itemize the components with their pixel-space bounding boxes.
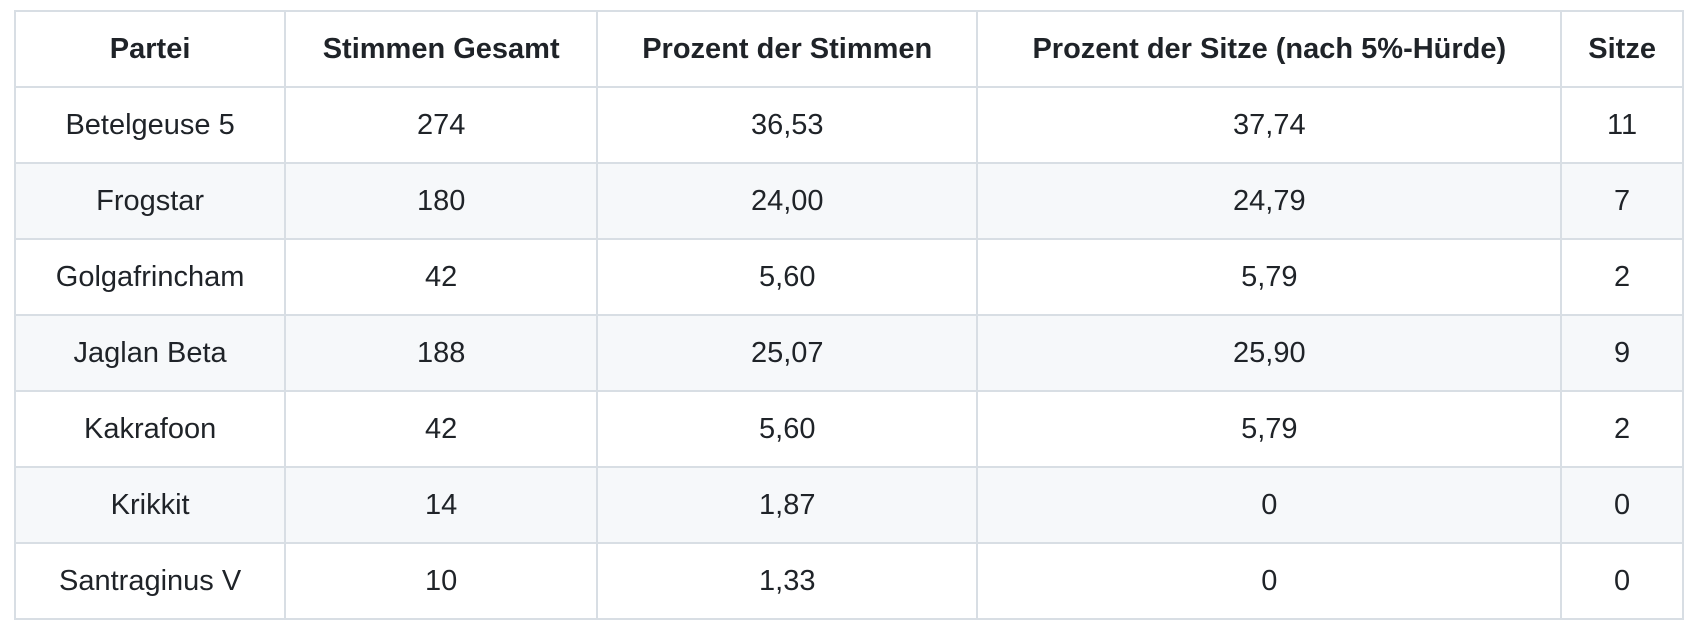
table-row-kakrafoon: Kakrafoon 42 5,60 5,79 2: [13, 390, 1684, 468]
cell-prozent-der-sitze: 25,90: [976, 314, 1563, 392]
cell-prozent-der-sitze: 0: [976, 466, 1563, 544]
cell-sitze: 2: [1560, 390, 1684, 468]
cell-stimmen-gesamt: 274: [284, 86, 599, 164]
cell-prozent-der-stimmen: 1,33: [596, 542, 979, 620]
table-row-betelgeuse-5: Betelgeuse 5 274 36,53 37,74 11: [13, 86, 1684, 164]
cell-partei: Santraginus V: [13, 542, 287, 620]
cell-stimmen-gesamt: 188: [284, 314, 599, 392]
cell-prozent-der-stimmen: 1,87: [596, 466, 979, 544]
cell-sitze: 7: [1560, 162, 1684, 240]
cell-prozent-der-sitze: 24,79: [976, 162, 1563, 240]
cell-partei: Golgafrincham: [13, 238, 287, 316]
cell-prozent-der-stimmen: 5,60: [596, 238, 979, 316]
cell-sitze: 9: [1560, 314, 1684, 392]
cell-sitze: 11: [1560, 86, 1684, 164]
cell-partei: Krikkit: [13, 466, 287, 544]
cell-prozent-der-stimmen: 25,07: [596, 314, 979, 392]
cell-prozent-der-stimmen: 5,60: [596, 390, 979, 468]
column-header-prozent-der-sitze: Prozent der Sitze (nach 5%-Hürde): [976, 10, 1563, 88]
cell-prozent-der-sitze: 5,79: [976, 390, 1563, 468]
cell-sitze: 0: [1560, 466, 1684, 544]
cell-prozent-der-sitze: 0: [976, 542, 1563, 620]
cell-partei: Betelgeuse 5: [13, 86, 287, 164]
cell-stimmen-gesamt: 14: [284, 466, 599, 544]
cell-sitze: 2: [1560, 238, 1684, 316]
table-row-santraginus-v: Santraginus V 10 1,33 0 0: [13, 542, 1684, 620]
cell-stimmen-gesamt: 10: [284, 542, 599, 620]
table-row-krikkit: Krikkit 14 1,87 0 0: [13, 466, 1684, 544]
cell-prozent-der-sitze: 37,74: [976, 86, 1563, 164]
cell-partei: Jaglan Beta: [13, 314, 287, 392]
column-header-sitze: Sitze: [1560, 10, 1684, 88]
cell-prozent-der-stimmen: 24,00: [596, 162, 979, 240]
table-row-frogstar: Frogstar 180 24,00 24,79 7: [13, 162, 1684, 240]
election-results-table: Partei Stimmen Gesamt Prozent der Stimme…: [13, 10, 1684, 620]
column-header-partei: Partei: [13, 10, 287, 88]
cell-partei: Kakrafoon: [13, 390, 287, 468]
cell-prozent-der-stimmen: 36,53: [596, 86, 979, 164]
table-row-golgafrincham: Golgafrincham 42 5,60 5,79 2: [13, 238, 1684, 316]
table-row-jaglan-beta: Jaglan Beta 188 25,07 25,90 9: [13, 314, 1684, 392]
column-header-prozent-der-stimmen: Prozent der Stimmen: [596, 10, 979, 88]
cell-stimmen-gesamt: 42: [284, 238, 599, 316]
column-header-stimmen-gesamt: Stimmen Gesamt: [284, 10, 599, 88]
cell-stimmen-gesamt: 42: [284, 390, 599, 468]
table-header: Partei Stimmen Gesamt Prozent der Stimme…: [13, 10, 1684, 88]
cell-prozent-der-sitze: 5,79: [976, 238, 1563, 316]
cell-sitze: 0: [1560, 542, 1684, 620]
header-row: Partei Stimmen Gesamt Prozent der Stimme…: [13, 10, 1684, 88]
cell-partei: Frogstar: [13, 162, 287, 240]
table-body: Betelgeuse 5 274 36,53 37,74 11 Frogstar…: [13, 86, 1684, 620]
cell-stimmen-gesamt: 180: [284, 162, 599, 240]
